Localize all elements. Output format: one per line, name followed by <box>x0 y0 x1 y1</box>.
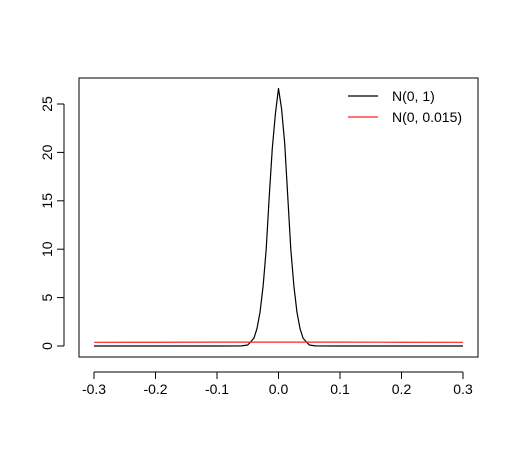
y-tick-label: 20 <box>39 144 55 160</box>
y-tick-label: 5 <box>39 293 55 301</box>
x-tick-label: 0.3 <box>453 381 473 397</box>
y-tick-label: 25 <box>39 96 55 112</box>
x-tick-label: 0.2 <box>392 381 412 397</box>
x-tick-label: 0.1 <box>330 381 350 397</box>
x-axis: -0.3 -0.2 -0.1 0.0 0.1 0.2 0.3 <box>82 371 473 397</box>
plot-frame <box>78 77 479 358</box>
series-layer <box>93 87 464 347</box>
x-tick-label: -0.1 <box>205 381 229 397</box>
legend: N(0, 1) N(0, 0.015) <box>348 88 462 125</box>
legend-label: N(0, 0.015) <box>392 109 462 125</box>
x-tick-label: -0.2 <box>143 381 167 397</box>
y-tick-label: 15 <box>39 193 55 209</box>
y-tick-label: 10 <box>39 241 55 257</box>
series-n-0-1-line <box>94 87 463 347</box>
y-tick-label: 0 <box>39 342 55 350</box>
x-tick-label: 0.0 <box>269 381 289 397</box>
x-tick-label: -0.3 <box>82 381 106 397</box>
plot-area <box>78 77 479 358</box>
legend-label: N(0, 1) <box>392 88 435 104</box>
y-axis: 0 5 10 15 20 25 <box>39 96 65 350</box>
